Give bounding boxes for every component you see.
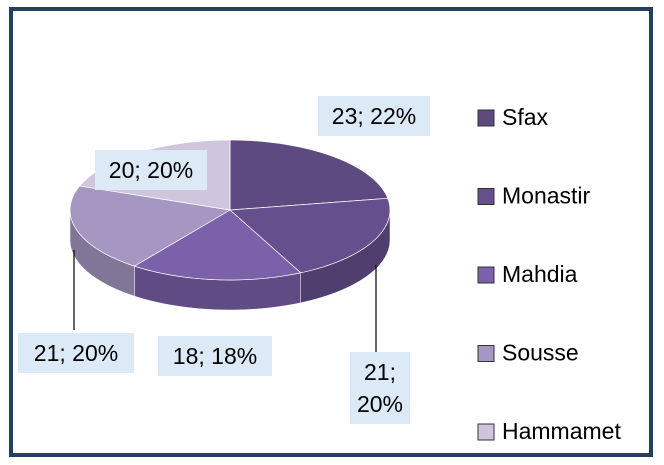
data-label: 23; 22% xyxy=(318,96,430,136)
legend-swatch xyxy=(477,188,495,205)
pie-slice xyxy=(133,209,302,281)
legend-label: Mahdia xyxy=(502,261,578,287)
legend-swatch xyxy=(477,266,495,284)
legend-label: Hammamet xyxy=(502,418,621,444)
data-label: 18; 18% xyxy=(158,336,272,376)
legend-swatch xyxy=(477,109,495,127)
pie-slice xyxy=(69,185,232,267)
data-label: 21; 20% xyxy=(18,333,134,373)
pie-slice xyxy=(229,197,391,274)
legend-label: Sfax xyxy=(502,104,549,130)
pie-slice xyxy=(229,139,389,211)
data-label: 21; 20% xyxy=(350,352,410,424)
legend-swatch xyxy=(477,345,495,362)
legend-swatch xyxy=(477,423,495,441)
legend-label: Monastir xyxy=(502,183,591,209)
data-label: 20; 20% xyxy=(95,150,207,190)
legend-label: Sousse xyxy=(502,340,579,366)
